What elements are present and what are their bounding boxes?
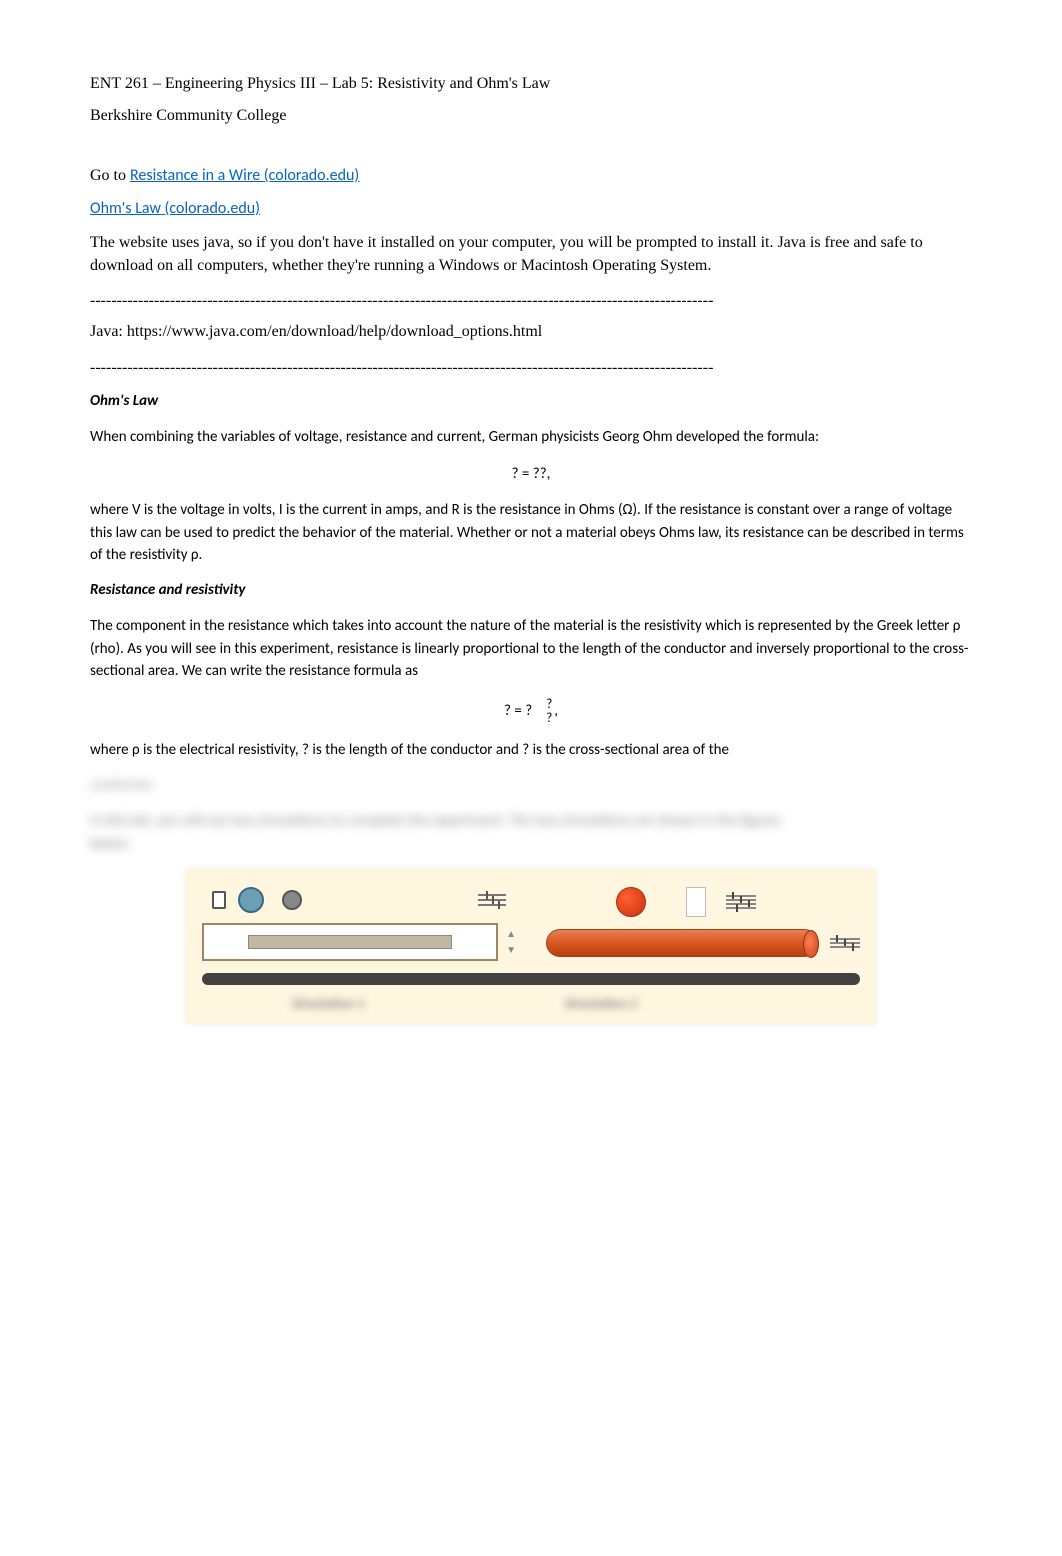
goto-line: Go to Resistance in a Wire (colorado.edu… [90,164,972,188]
ohms-law-title: Ohm's Law [90,390,972,413]
simulation-row: ▲ ▼ [202,887,860,961]
resistance-explanation: where ρ is the electrical resistivity, ?… [90,739,972,762]
resistor-diagram [202,923,498,961]
sim2-top-row [546,887,860,917]
resistance-title: Resistance and resistivity [90,579,972,602]
sim-divider-bar [202,973,860,985]
sim2-sliders-top [726,895,756,909]
resistance-formula: ? = ? ? ? , [90,697,972,726]
resistance-intro: The component in the resistance which ta… [90,615,972,683]
voltage-source-icon [212,891,226,909]
resistance-wire-link[interactable]: Resistance in a Wire (colorado.edu) [130,166,359,185]
sim2-label: Simulation 2 [565,993,638,1014]
ammeter-icon [238,887,264,913]
blurred-line2: below. [90,835,130,853]
blurred-instructions: In this lab, you will use two simulation… [90,810,972,855]
blurred-line1: In this lab, you will use two simulation… [90,812,781,830]
up-arrow-icon: ▲ [506,927,516,942]
sim1-bottom-row: ▲ ▼ [202,923,516,961]
ohms-law-formula: ? = ??, [90,463,972,486]
formula-fraction: ? ? [544,698,554,727]
slider-3c [830,946,860,948]
slider-1b [478,899,506,901]
java-download-link: Java: https://www.java.com/en/download/h… [90,321,972,343]
ohms-law-intro: When combining the variables of voltage,… [90,426,972,449]
sim1-label: Simulation 1 [292,993,365,1014]
goto-prefix: Go to [90,167,130,184]
wire-end-icon [616,887,646,917]
simulation-1: ▲ ▼ [202,887,516,961]
sim1-top-row [202,887,516,913]
meter-icon [282,890,302,910]
slider-2c [726,903,756,905]
ohms-law-link-line: Ohm's Law (colorado.edu) [90,198,972,220]
formula-numerator: ? [544,698,554,712]
sim1-sliders [478,894,506,906]
resistor-inner [248,935,452,949]
divider-1: ----------------------------------------… [90,289,972,313]
slider-2d [726,907,756,909]
simulation-2 [546,887,860,961]
down-arrow-icon: ▼ [506,943,516,958]
wire-endcap [803,930,819,958]
formula-denominator: ? [544,712,554,726]
ohms-law-link[interactable]: Ohm's Law (colorado.edu) [90,199,260,218]
slider-2b [726,899,756,901]
formula-lhs: ? = ? [504,700,532,723]
slider-1c [478,904,506,906]
sim2-sliders-side [830,938,860,948]
lab-title: ENT 261 – Engineering Physics III – Lab … [90,72,972,96]
simulation-panel: ▲ ▼ [186,869,876,1024]
blurred-conductor: conductor. [90,774,972,797]
formula-comma: , [554,700,558,723]
sim-labels-row: Simulation 1 Simulation 2 [202,993,860,1014]
ohms-law-explanation: where V is the voltage in volts, I is th… [90,499,972,567]
wire-cylinder [546,929,818,957]
slider-3b [830,942,860,944]
resistance-display [686,887,706,917]
divider-2: ----------------------------------------… [90,356,972,380]
sim2-bottom-row [546,929,860,957]
arrow-icons: ▲ ▼ [506,927,516,958]
java-instructions: The website uses java, so if you don't h… [90,232,972,277]
college-name: Berkshire Community College [90,104,972,128]
